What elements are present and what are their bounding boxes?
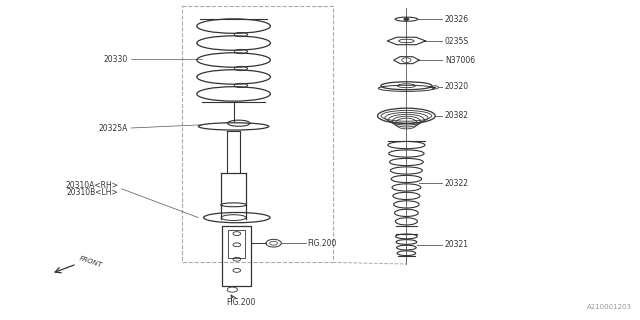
Text: 20320: 20320 [445, 82, 469, 91]
Text: 20310A<RH>: 20310A<RH> [65, 181, 118, 190]
Text: FRONT: FRONT [79, 255, 103, 268]
Text: 0235S: 0235S [445, 37, 469, 46]
Text: 20322: 20322 [445, 179, 469, 188]
Bar [223, 226, 251, 286]
Text: 20325A: 20325A [99, 124, 128, 132]
Bar [228, 230, 246, 258]
Text: A210001203: A210001203 [588, 304, 632, 310]
Bar [182, 6, 333, 262]
Text: N37006: N37006 [445, 56, 475, 65]
Text: FIG.200: FIG.200 [307, 239, 336, 248]
Text: FIG.200: FIG.200 [226, 298, 255, 307]
Text: 20321: 20321 [445, 240, 469, 249]
Text: 20382: 20382 [445, 111, 469, 120]
Text: 20330: 20330 [104, 55, 128, 64]
Circle shape [404, 18, 409, 20]
Text: 20310B<LH>: 20310B<LH> [67, 188, 118, 197]
Text: 20326: 20326 [445, 15, 469, 24]
